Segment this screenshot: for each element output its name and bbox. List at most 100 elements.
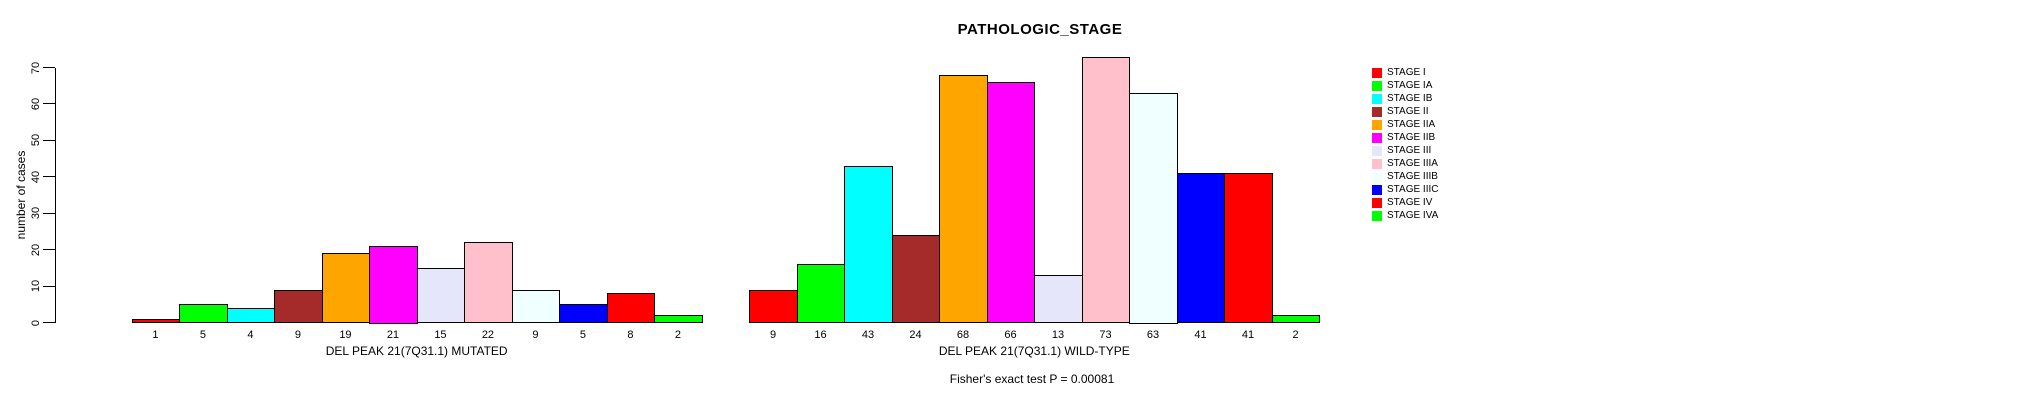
legend-label: STAGE IIB bbox=[1387, 131, 1436, 143]
bar-value-label: 8 bbox=[627, 329, 634, 341]
legend-color-swatch bbox=[1372, 119, 1382, 130]
y-axis-line bbox=[55, 67, 56, 323]
legend-item-stage-i: STAGE I bbox=[1372, 66, 1439, 79]
legend-color-swatch bbox=[1372, 210, 1382, 221]
bar-stage-iva bbox=[654, 315, 703, 324]
bar-value-label: 41 bbox=[1194, 329, 1207, 341]
bar-value-label: 9 bbox=[294, 329, 301, 341]
bar-value-label: 16 bbox=[814, 329, 827, 341]
bar-value-label: 66 bbox=[1004, 329, 1017, 341]
legend-item-stage-iia: STAGE IIA bbox=[1372, 118, 1439, 131]
legend-item-stage-iii: STAGE III bbox=[1372, 144, 1439, 157]
y-tick-mark bbox=[43, 322, 55, 323]
legend-color-swatch bbox=[1372, 93, 1382, 104]
legend-label: STAGE IA bbox=[1387, 79, 1433, 91]
bar-stage-iia bbox=[939, 74, 988, 324]
bar-value-label: 4 bbox=[247, 329, 254, 341]
x-axis-label-group-2: DEL PEAK 21(7Q31.1) WILD-TYPE bbox=[938, 344, 1130, 358]
bar-stage-iiib bbox=[1129, 93, 1178, 324]
bar-stage-iii bbox=[416, 267, 466, 324]
legend-color-swatch bbox=[1372, 132, 1382, 143]
y-tick-mark bbox=[43, 103, 55, 105]
bar-stage-ii bbox=[891, 235, 941, 324]
bar-stage-i bbox=[131, 318, 181, 324]
legend-color-swatch bbox=[1372, 171, 1382, 182]
bar-stage-iiia bbox=[1081, 56, 1131, 324]
bar-stage-ia bbox=[179, 304, 228, 324]
bar-value-label: 19 bbox=[339, 329, 352, 341]
bar-value-label: 1 bbox=[152, 329, 159, 341]
bar-value-label: 41 bbox=[1241, 329, 1255, 341]
legend-color-swatch bbox=[1372, 106, 1382, 117]
y-tick-mark bbox=[43, 212, 55, 214]
bar-value-label: 24 bbox=[909, 329, 922, 341]
bar-stage-ib bbox=[226, 307, 276, 324]
fisher-test-annotation: Fisher's exact test P = 0.00081 bbox=[949, 372, 1115, 386]
y-tick-label: 40 bbox=[30, 170, 42, 183]
legend-color-swatch bbox=[1372, 145, 1382, 156]
bar-stage-iii bbox=[1034, 275, 1083, 324]
legend-item-stage-iiia: STAGE IIIA bbox=[1372, 157, 1439, 170]
bar-value-label: 5 bbox=[199, 329, 206, 341]
y-tick-label: 20 bbox=[30, 243, 42, 256]
legend-color-swatch bbox=[1372, 67, 1382, 78]
y-axis-label: number of cases bbox=[14, 150, 28, 240]
bar-value-label: 9 bbox=[769, 329, 777, 341]
legend-item-stage-ii: STAGE II bbox=[1372, 105, 1439, 118]
bar-value-label: 2 bbox=[1292, 329, 1299, 341]
bar-stage-iiib bbox=[511, 289, 561, 324]
bar-stage-iva bbox=[1271, 315, 1321, 324]
legend-item-stage-iva: STAGE IVA bbox=[1372, 209, 1439, 222]
bar-stage-iv bbox=[1224, 173, 1273, 324]
legend-label: STAGE IB bbox=[1387, 92, 1433, 104]
bar-stage-ib bbox=[844, 165, 893, 324]
bar-stage-iv bbox=[606, 293, 656, 324]
bar-value-label: 15 bbox=[434, 329, 447, 341]
y-tick-label: 50 bbox=[30, 134, 42, 147]
legend-label: STAGE IIIB bbox=[1387, 170, 1438, 182]
bar-stage-iiic bbox=[559, 304, 608, 324]
legend-color-swatch bbox=[1372, 197, 1382, 208]
bar-value-label: 9 bbox=[532, 329, 539, 341]
legend-label: STAGE IVA bbox=[1387, 209, 1439, 221]
legend-label: STAGE IV bbox=[1387, 196, 1433, 208]
x-axis-label-group-1: DEL PEAK 21(7Q31.1) MUTATED bbox=[325, 344, 508, 358]
legend-color-swatch bbox=[1372, 158, 1382, 169]
y-tick-label: 10 bbox=[30, 279, 42, 293]
bar-value-label: 5 bbox=[579, 329, 586, 341]
legend-label: STAGE IIIA bbox=[1387, 157, 1438, 169]
bar-value-label: 22 bbox=[481, 329, 495, 341]
legend-item-stage-ib: STAGE IB bbox=[1372, 92, 1439, 105]
legend-item-stage-ia: STAGE IA bbox=[1372, 79, 1439, 92]
bar-stage-ia bbox=[796, 264, 846, 324]
legend-item-stage-iiic: STAGE IIIC bbox=[1372, 183, 1439, 196]
bar-stage-iiic bbox=[1176, 173, 1226, 324]
legend-item-stage-iib: STAGE IIB bbox=[1372, 131, 1439, 144]
bar-value-label: 43 bbox=[861, 329, 875, 341]
legend-color-swatch bbox=[1372, 80, 1382, 91]
y-tick-mark bbox=[43, 176, 55, 178]
bar-stage-iib bbox=[986, 82, 1036, 324]
y-tick-label: 30 bbox=[30, 207, 42, 220]
legend-label: STAGE IIIC bbox=[1387, 183, 1439, 195]
bar-stage-iib bbox=[369, 246, 418, 324]
bar-value-label: 2 bbox=[674, 329, 681, 341]
bar-value-label: 73 bbox=[1099, 329, 1112, 341]
bar-value-label: 68 bbox=[956, 329, 970, 341]
legend-label: STAGE I bbox=[1387, 66, 1426, 78]
y-tick-mark bbox=[43, 67, 55, 68]
bar-stage-iiia bbox=[464, 242, 513, 324]
legend-label: STAGE IIA bbox=[1387, 118, 1436, 130]
y-tick-mark bbox=[43, 249, 55, 251]
y-tick-label: 70 bbox=[30, 61, 42, 74]
bar-stage-iia bbox=[321, 253, 371, 324]
y-tick-mark bbox=[43, 285, 55, 287]
legend-label: STAGE III bbox=[1387, 144, 1432, 156]
legend-color-swatch bbox=[1372, 184, 1382, 195]
bar-value-label: 63 bbox=[1146, 329, 1160, 341]
bar-stage-ii bbox=[274, 289, 323, 324]
y-tick-label: 60 bbox=[30, 97, 42, 111]
legend-item-stage-iv: STAGE IV bbox=[1372, 196, 1439, 209]
legend-label: STAGE II bbox=[1387, 105, 1429, 117]
